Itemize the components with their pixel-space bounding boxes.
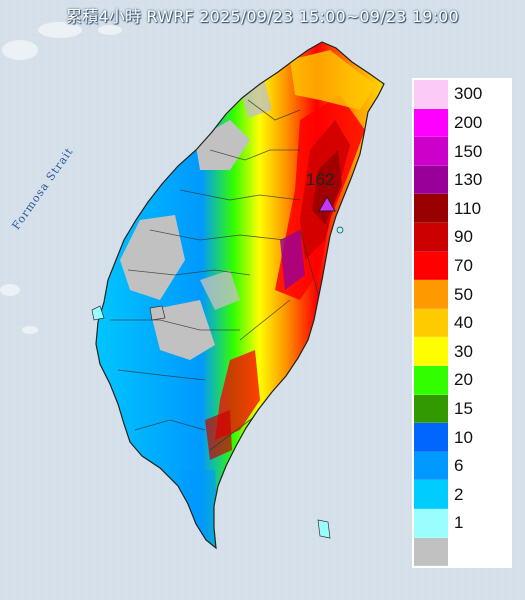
legend-label: 300 — [454, 84, 483, 104]
triangle-icon — [318, 195, 336, 212]
legend-swatch — [414, 537, 448, 567]
legend-swatch — [414, 423, 448, 452]
legend-label: 110 — [454, 198, 482, 218]
legend-swatch — [414, 337, 448, 366]
legend-swatch — [414, 80, 448, 109]
legend-label: 130 — [454, 170, 483, 190]
legend-label: 70 — [454, 255, 473, 275]
legend-label: 2 — [454, 484, 464, 504]
legend-label: 1 — [454, 513, 464, 533]
legend-swatch — [414, 394, 448, 424]
legend-swatch — [414, 480, 448, 509]
color-legend: 300 200 150 130 110 90 70 50 40 30 20 15 10 6 2 1 — [412, 78, 512, 568]
legend-label: 15 — [454, 398, 473, 418]
legend-label: 20 — [454, 370, 473, 390]
legend-swatch — [414, 251, 448, 281]
taiwan-coastline — [95, 41, 385, 550]
legend-swatch — [414, 165, 448, 195]
legend-swatch — [414, 194, 448, 223]
legend-label: 150 — [454, 141, 483, 161]
legend-label: 200 — [454, 112, 483, 132]
legend-swatch — [414, 222, 448, 252]
legend-label: 40 — [454, 313, 473, 333]
legend-swatch — [414, 508, 448, 538]
legend-swatch — [414, 108, 448, 138]
legend-label: 10 — [454, 427, 473, 447]
map-title: 累積4小時 RWRF 2025/09/23 15:00~09/23 19:00 — [66, 7, 459, 26]
legend-label: 30 — [454, 341, 473, 361]
legend-label: 50 — [454, 284, 473, 304]
legend-swatches — [414, 80, 448, 567]
station-value-label: 162 — [306, 170, 335, 189]
legend-swatch — [414, 137, 448, 166]
legend-swatch — [414, 451, 448, 481]
legend-swatch — [414, 365, 448, 395]
legend-label: 90 — [454, 227, 473, 247]
legend-label: 6 — [454, 456, 464, 476]
legend-swatch — [414, 280, 448, 309]
legend-swatch — [414, 308, 448, 338]
